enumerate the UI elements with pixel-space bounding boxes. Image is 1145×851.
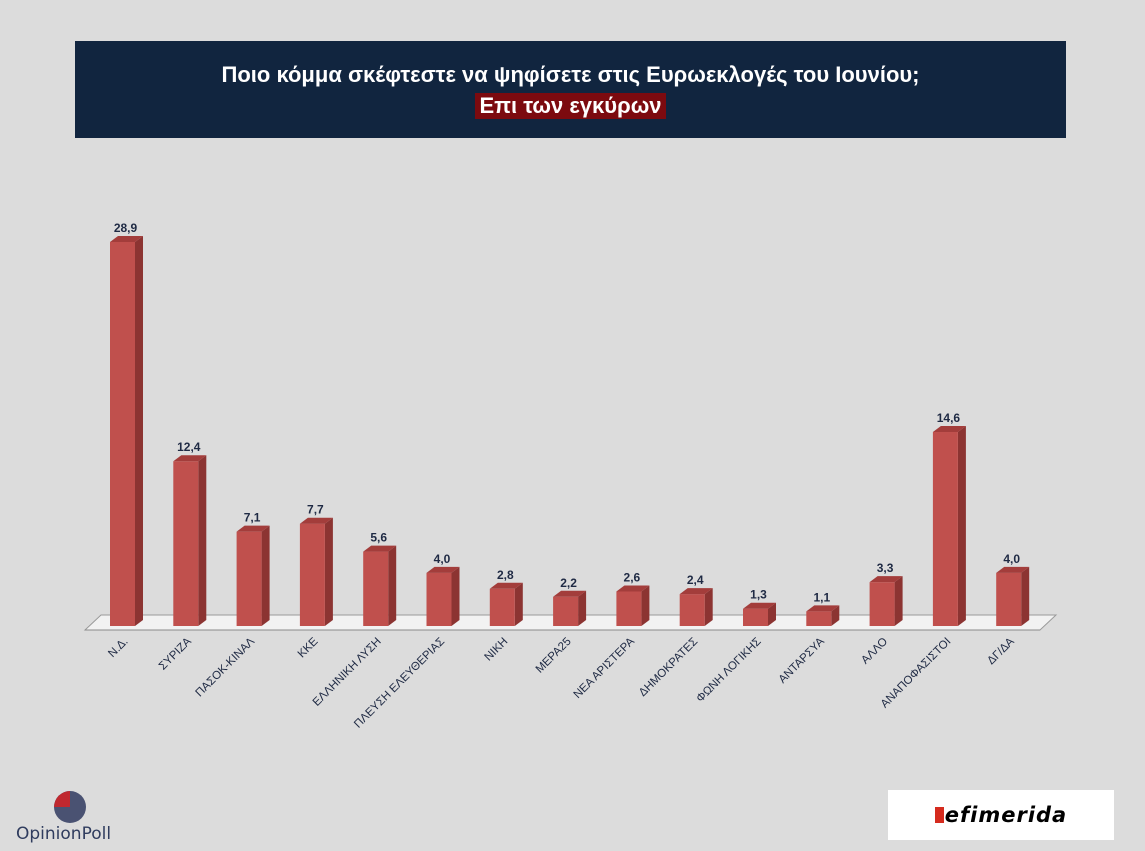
bar-top <box>996 566 1030 573</box>
bar <box>236 531 262 626</box>
data-label: 1,3 <box>750 588 767 602</box>
bar <box>299 523 325 626</box>
bar-side <box>451 566 460 626</box>
opinionpoll-logo-icon <box>54 791 86 823</box>
bar-top <box>236 525 270 532</box>
category-label: ΔΓ/ΔΑ <box>985 635 1017 667</box>
category-label: ΣΥΡΙΖΑ <box>157 635 194 672</box>
bar-side <box>135 236 143 626</box>
chart-title: Ποιο κόμμα σκέφτεστε να ψηφίσετε στις Ευ… <box>221 61 920 87</box>
data-label: 1,1 <box>813 590 830 604</box>
category-label: ΦΩΝΗ ΛΟΓΙΚΗΣ <box>694 636 763 705</box>
bar-top <box>173 455 207 462</box>
bar-side <box>831 605 840 626</box>
opinionpoll-logo: OpinionPoll <box>16 788 136 848</box>
bar-side <box>957 426 966 626</box>
bar-side <box>894 576 903 626</box>
iefimerida-logo-text: efimerida <box>944 803 1068 827</box>
bar <box>489 588 515 626</box>
category-label: ΝΙΚΗ <box>483 636 511 664</box>
bar <box>363 551 389 626</box>
data-label: 14,6 <box>937 411 961 425</box>
data-label: 2,8 <box>497 568 514 582</box>
data-label: 28,9 <box>114 221 138 235</box>
chart-title-box: Ποιο κόμμα σκέφτεστε να ψηφίσετε στις Ευ… <box>75 41 1066 138</box>
category-label: ΑΝΤΑΡΣΥΑ <box>777 635 827 685</box>
bar <box>679 594 705 626</box>
bar-top <box>299 517 333 524</box>
bar-top <box>679 588 713 595</box>
bar-top <box>363 545 397 552</box>
bar <box>996 572 1022 626</box>
category-label: ΜΕΡΑ25 <box>534 636 574 676</box>
data-label: 3,3 <box>877 561 894 575</box>
bar-side <box>261 525 270 626</box>
data-label: 12,4 <box>177 440 201 454</box>
bar-top <box>616 585 650 592</box>
category-label: ΕΛΛΗΝΙΚΗ ΛΥΣΗ <box>311 636 384 709</box>
data-label: 7,7 <box>307 503 324 517</box>
bar-top <box>806 605 840 612</box>
data-label: 2,4 <box>687 573 704 587</box>
bar-side <box>514 582 523 626</box>
data-label: 4,0 <box>1003 552 1020 566</box>
data-label: 2,2 <box>560 576 577 590</box>
iefimerida-logo-mark <box>934 807 944 823</box>
bar-top <box>869 576 903 583</box>
bar-side <box>324 517 333 626</box>
bar-side <box>198 455 207 626</box>
bar-top <box>932 426 966 433</box>
bar-top <box>426 566 460 573</box>
category-label: Ν.Δ. <box>106 636 130 660</box>
category-label: ΑΛΛΟ <box>859 636 890 667</box>
bar-top <box>110 236 143 242</box>
bar <box>173 461 199 626</box>
data-label: 4,0 <box>434 552 451 566</box>
chart-subtitle: Επι των εγκύρων <box>475 92 666 119</box>
data-label: 5,6 <box>370 531 387 545</box>
bar-side <box>388 545 397 626</box>
data-label: 7,1 <box>244 511 261 525</box>
bar-top <box>553 590 587 597</box>
bar <box>932 432 958 626</box>
bar-side <box>768 602 776 626</box>
bar <box>806 611 832 626</box>
bar <box>110 242 135 626</box>
opinionpoll-logo-text: OpinionPoll <box>16 824 112 844</box>
category-label: ΚΚΕ <box>296 635 321 660</box>
bar-side <box>704 588 713 626</box>
bar <box>426 572 452 626</box>
bar <box>616 591 642 626</box>
bar <box>743 608 768 626</box>
category-label: ΝΕΑ ΑΡΙΣΤΕΡΑ <box>572 635 638 701</box>
bar-top <box>743 602 776 609</box>
bar-top <box>489 582 523 589</box>
data-label: 2,6 <box>624 570 641 584</box>
category-label: ΠΑΣΟΚ-ΚΙΝΑΛ <box>194 635 258 699</box>
bar-side <box>1021 566 1030 626</box>
category-label: ΔΗΜΟΚΡΑΤΕΣ <box>637 636 700 699</box>
bar <box>553 596 579 626</box>
bar-side <box>641 585 650 626</box>
iefimerida-logo: efimerida <box>888 790 1114 840</box>
category-label: ΑΝΑΠΟΦΑΣΙΣΤΟΙ <box>879 636 954 711</box>
bar-side <box>578 590 587 626</box>
bar <box>869 582 895 626</box>
